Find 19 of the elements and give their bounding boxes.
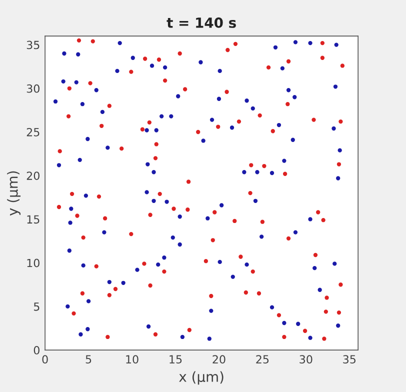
x-tick-label: 0 [42,355,48,364]
y-axis-title: y (μm) [7,171,21,216]
x-tick-label: 5 [86,355,92,364]
chart-title: t = 140 s [166,17,236,28]
y-tick-label: 0 [34,346,40,354]
y-tick-label: 25 [26,128,40,136]
y-tick-label: 30 [26,84,40,93]
x-tick-label: 15 [170,355,182,364]
y-tick-label: 20 [26,172,40,180]
y-tick-label: 10 [27,258,40,268]
x-tick-label: 10 [126,355,138,364]
y-tick-label: 15 [27,215,40,224]
y-tick-label: 35 [26,40,40,50]
x-tick-label: 30 [300,355,312,364]
x-tick-label: 35 [343,355,356,364]
x-tick-label: 20 [212,355,226,364]
x-tick-label: 25 [256,355,269,364]
x-axis-title: x (μm) [179,371,224,385]
y-tick-label: 5 [34,302,40,311]
